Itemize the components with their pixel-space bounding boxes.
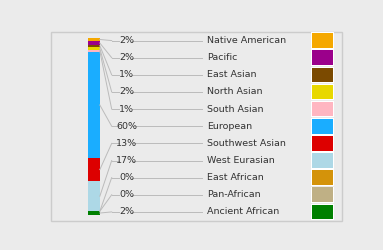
FancyBboxPatch shape — [312, 119, 333, 134]
FancyBboxPatch shape — [312, 153, 333, 168]
FancyBboxPatch shape — [311, 135, 334, 152]
Text: 2%: 2% — [119, 53, 134, 62]
FancyBboxPatch shape — [312, 170, 333, 185]
FancyBboxPatch shape — [312, 33, 333, 48]
Text: Ancient African: Ancient African — [207, 208, 279, 216]
Text: Native American: Native American — [207, 36, 286, 45]
Text: 0%: 0% — [119, 173, 134, 182]
FancyBboxPatch shape — [88, 158, 100, 181]
Text: 2%: 2% — [119, 88, 134, 96]
Text: 2%: 2% — [119, 36, 134, 45]
FancyBboxPatch shape — [312, 102, 333, 117]
FancyBboxPatch shape — [311, 169, 334, 186]
Text: European: European — [207, 122, 252, 131]
Text: Pacific: Pacific — [207, 53, 237, 62]
FancyBboxPatch shape — [311, 204, 334, 220]
FancyBboxPatch shape — [312, 85, 333, 99]
FancyBboxPatch shape — [88, 41, 100, 45]
Text: West Eurasian: West Eurasian — [207, 156, 275, 165]
Text: 60%: 60% — [116, 122, 137, 131]
FancyBboxPatch shape — [311, 84, 334, 100]
Text: East Asian: East Asian — [207, 70, 256, 79]
Text: 0%: 0% — [119, 190, 134, 199]
FancyBboxPatch shape — [311, 118, 334, 134]
Text: 1%: 1% — [119, 104, 134, 114]
Text: Pan-African: Pan-African — [207, 190, 260, 199]
FancyBboxPatch shape — [88, 45, 100, 46]
FancyBboxPatch shape — [311, 50, 334, 66]
FancyBboxPatch shape — [88, 38, 100, 41]
Text: Southwest Asian: Southwest Asian — [207, 139, 286, 148]
FancyBboxPatch shape — [311, 32, 334, 49]
Text: 2%: 2% — [119, 208, 134, 216]
FancyBboxPatch shape — [88, 211, 100, 215]
FancyBboxPatch shape — [88, 50, 100, 52]
Text: South Asian: South Asian — [207, 104, 263, 114]
FancyBboxPatch shape — [311, 186, 334, 203]
Text: North Asian: North Asian — [207, 88, 262, 96]
FancyBboxPatch shape — [312, 136, 333, 151]
Text: 13%: 13% — [116, 139, 137, 148]
Text: 1%: 1% — [119, 70, 134, 79]
FancyBboxPatch shape — [88, 181, 100, 211]
FancyBboxPatch shape — [312, 68, 333, 82]
FancyBboxPatch shape — [312, 188, 333, 202]
FancyBboxPatch shape — [312, 204, 333, 219]
FancyBboxPatch shape — [311, 152, 334, 169]
FancyBboxPatch shape — [312, 50, 333, 65]
Text: 17%: 17% — [116, 156, 137, 165]
FancyBboxPatch shape — [88, 52, 100, 158]
Text: East African: East African — [207, 173, 264, 182]
FancyBboxPatch shape — [311, 66, 334, 83]
FancyBboxPatch shape — [88, 46, 100, 50]
FancyBboxPatch shape — [311, 101, 334, 117]
